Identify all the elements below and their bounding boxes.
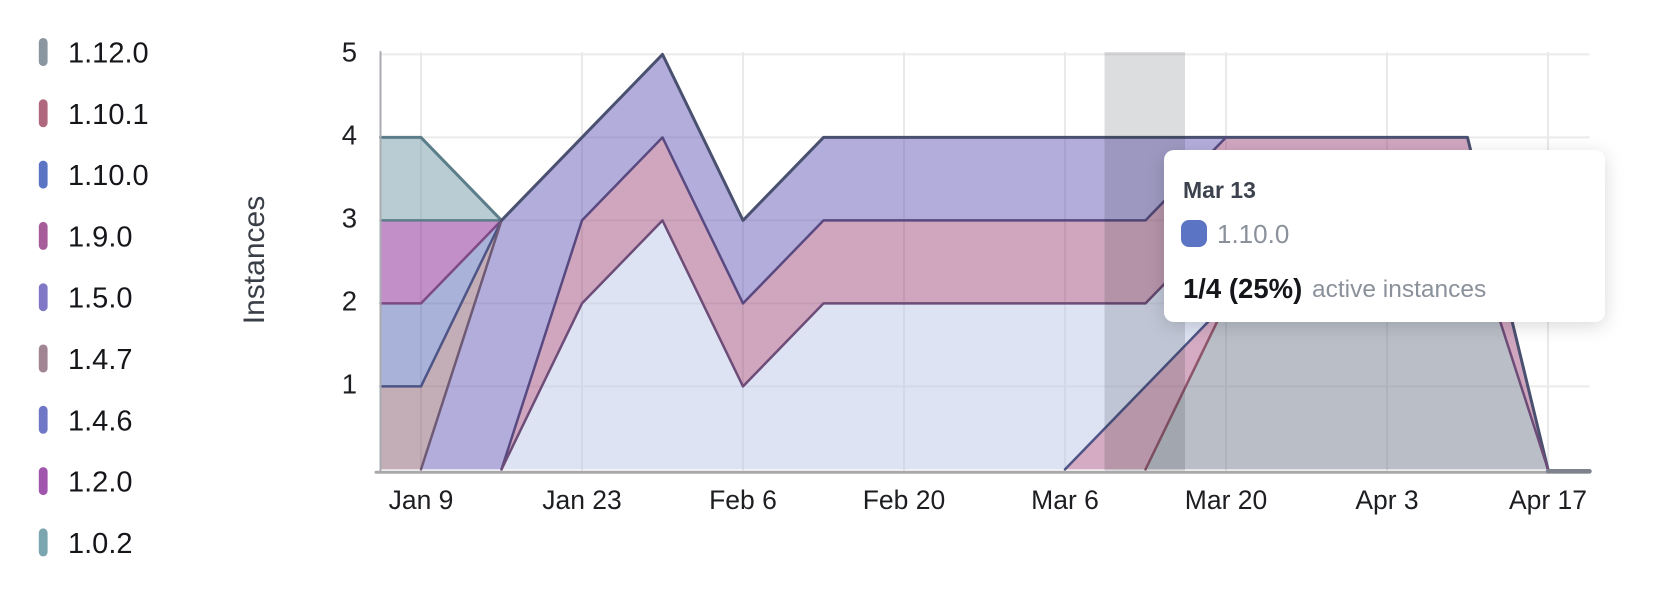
svg-text:1.10.1: 1.10.1 <box>68 99 149 131</box>
svg-text:5: 5 <box>342 36 357 67</box>
svg-text:Jan 23: Jan 23 <box>542 485 622 515</box>
svg-text:1.2.0: 1.2.0 <box>68 467 133 499</box>
svg-text:Jan 9: Jan 9 <box>389 485 454 515</box>
svg-text:Mar 20: Mar 20 <box>1185 485 1267 515</box>
svg-text:1.9.0: 1.9.0 <box>68 221 133 253</box>
svg-text:active instances: active instances <box>1312 276 1486 303</box>
svg-text:1.0.2: 1.0.2 <box>68 528 133 560</box>
svg-text:1.5.0: 1.5.0 <box>68 283 133 315</box>
svg-text:Mar 13: Mar 13 <box>1183 177 1256 203</box>
svg-text:Apr 17: Apr 17 <box>1509 485 1587 515</box>
svg-text:Instances: Instances <box>238 196 271 324</box>
svg-text:1.12.0: 1.12.0 <box>68 38 149 70</box>
svg-text:1.10.0: 1.10.0 <box>68 160 149 192</box>
svg-text:2: 2 <box>342 285 357 316</box>
svg-text:1.10.0: 1.10.0 <box>1217 219 1289 249</box>
svg-text:Feb 20: Feb 20 <box>863 485 946 515</box>
svg-text:1/4 (25%): 1/4 (25%) <box>1183 273 1302 304</box>
svg-text:4: 4 <box>342 119 357 150</box>
svg-text:Apr 3: Apr 3 <box>1355 485 1418 515</box>
svg-text:1: 1 <box>342 368 357 399</box>
svg-text:Feb 6: Feb 6 <box>709 485 777 515</box>
svg-text:3: 3 <box>342 202 357 233</box>
svg-text:1.4.6: 1.4.6 <box>68 405 133 437</box>
svg-text:1.4.7: 1.4.7 <box>68 344 133 376</box>
svg-text:Mar 6: Mar 6 <box>1031 485 1099 515</box>
